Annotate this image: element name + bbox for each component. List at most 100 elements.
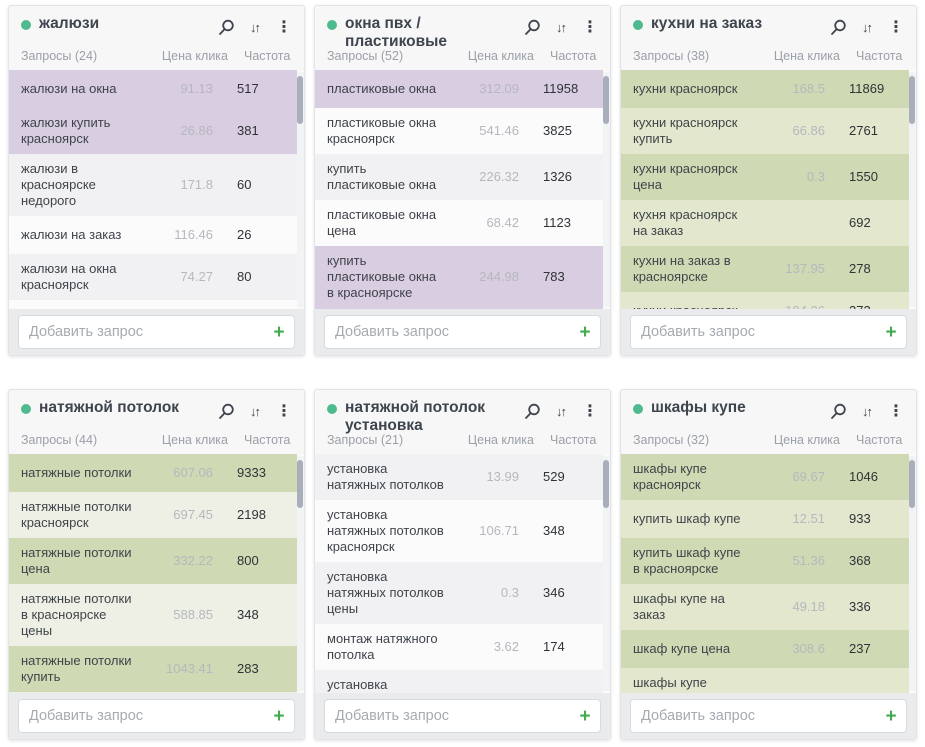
- scrollbar-track[interactable]: [909, 456, 916, 691]
- add-query-input[interactable]: [19, 324, 264, 340]
- scrollbar-thumb[interactable]: [909, 460, 915, 508]
- query-text: пластиковые окна красноярск: [327, 115, 437, 146]
- query-cpc-value: 168.5: [792, 81, 825, 96]
- query-row[interactable]: шкаф купе цена 308.6 237: [621, 630, 909, 668]
- scrollbar-track[interactable]: [603, 456, 610, 691]
- panel-toolbar: ↓↑ ⋮: [830, 399, 904, 421]
- query-cpc-value: 116.46: [174, 227, 213, 242]
- add-query-input[interactable]: [325, 324, 570, 340]
- panel-title-row: окна пвх / пластиковые ↓↑ ⋮: [315, 6, 610, 51]
- scrollbar-thumb[interactable]: [297, 460, 303, 508]
- query-row[interactable]: купить шкаф купе 12.51 933: [621, 500, 909, 538]
- query-row[interactable]: жалюзи на окна красноярск 74.27 80: [9, 254, 297, 300]
- query-row[interactable]: купить шкаф купе в красноярске 51.36 368: [621, 538, 909, 584]
- query-row[interactable]: кухни красноярск купить 66.86 2761: [621, 108, 909, 154]
- query-row[interactable]: купить пластиковые окна 226.32 1326: [315, 154, 603, 200]
- sort-icon[interactable]: ↓↑: [556, 19, 567, 35]
- kebab-menu-icon[interactable]: ⋮: [276, 19, 292, 36]
- scrollbar-track[interactable]: [297, 72, 304, 307]
- column-header-row: Запросы (52) Цена клика Частота: [315, 49, 610, 70]
- scrollbar-thumb[interactable]: [603, 460, 609, 508]
- query-row[interactable]: кухня красноярск на заказ 692: [621, 200, 909, 246]
- search-icon[interactable]: [524, 403, 541, 420]
- search-icon[interactable]: [218, 19, 235, 36]
- add-query-input[interactable]: [631, 708, 876, 724]
- add-query-button[interactable]: +: [876, 316, 906, 348]
- query-frequency-value: 348: [543, 523, 565, 538]
- group-title[interactable]: жалюзи: [39, 15, 100, 32]
- search-icon[interactable]: [830, 403, 847, 420]
- kebab-menu-icon[interactable]: ⋮: [582, 19, 598, 36]
- query-row[interactable]: шкафы купе красноярск недорогие 204: [621, 668, 909, 693]
- query-row[interactable]: купить пластиковые окна в красноярске 24…: [315, 246, 603, 308]
- query-row[interactable]: установка натяжных потолков красноярск 1…: [315, 500, 603, 562]
- query-row[interactable]: пластиковые окна 312.09 11958: [315, 70, 603, 108]
- add-query-button[interactable]: +: [264, 316, 294, 348]
- query-row[interactable]: кухни красноярск 104.26 272: [621, 292, 909, 309]
- query-text: жалюзи на заказ: [21, 227, 122, 242]
- scrollbar-thumb[interactable]: [603, 76, 609, 124]
- group-title[interactable]: кухни на заказ: [651, 15, 763, 32]
- query-row[interactable]: кухни красноярск цена 0.3 1550: [621, 154, 909, 200]
- query-row[interactable]: шкафы купе на заказ 49.18 336: [621, 584, 909, 630]
- add-query-input[interactable]: [631, 324, 876, 340]
- sort-icon[interactable]: ↓↑: [556, 403, 567, 419]
- query-row[interactable]: шкафы купе красноярск 69.67 1046: [621, 454, 909, 500]
- query-row[interactable]: натяжные потолки купить 1043.41 283: [9, 646, 297, 692]
- column-header-cpc: Цена клика: [773, 433, 840, 447]
- column-header-frequency: Частота: [856, 433, 903, 447]
- query-row[interactable]: натяжные потолки 607.06 9333: [9, 454, 297, 492]
- group-title[interactable]: натяжной потолок установка: [345, 399, 486, 434]
- query-row[interactable]: натяжные потолки в 532.36 233: [9, 692, 297, 693]
- search-icon[interactable]: [830, 19, 847, 36]
- sort-icon[interactable]: ↓↑: [862, 19, 873, 35]
- add-query-button[interactable]: +: [570, 316, 600, 348]
- query-row[interactable]: монтаж натяжного потолка 3.62 174: [315, 624, 603, 670]
- kebab-menu-icon[interactable]: ⋮: [582, 403, 598, 420]
- query-row[interactable]: натяжные потолки в красноярске цены 588.…: [9, 584, 297, 646]
- kebab-menu-icon[interactable]: ⋮: [888, 19, 904, 36]
- query-row[interactable]: установка натяжных потолков недорого 113: [315, 670, 603, 693]
- kebab-menu-icon[interactable]: ⋮: [888, 403, 904, 420]
- query-row[interactable]: жалюзи купить красноярск 26.86 381: [9, 108, 297, 154]
- query-row[interactable]: пластиковые окна цена 68.42 1123: [315, 200, 603, 246]
- query-row[interactable]: установка натяжных потолков цены 0.3 346: [315, 562, 603, 624]
- add-query-button[interactable]: +: [876, 700, 906, 732]
- query-list: кухни красноярск 168.5 11869 кухни красн…: [621, 70, 916, 309]
- search-icon[interactable]: [218, 403, 235, 420]
- query-row[interactable]: натяжные потолки красноярск 697.45 2198: [9, 492, 297, 538]
- group-title[interactable]: шкафы купе: [651, 399, 746, 416]
- query-row[interactable]: установка натяжных потолков 13.99 529: [315, 454, 603, 500]
- query-row[interactable]: пластиковые окна красноярск 541.46 3825: [315, 108, 603, 154]
- keyword-group-panel: натяжной потолок ↓↑ ⋮ Запросы (44) Цена …: [8, 389, 305, 740]
- query-text: установка натяжных потолков недорого: [327, 677, 388, 692]
- scrollbar-track[interactable]: [603, 72, 610, 307]
- scrollbar-thumb[interactable]: [909, 76, 915, 124]
- query-row[interactable]: кухни на заказ в красноярске 137.95 278: [621, 246, 909, 292]
- query-row[interactable]: жалюзи на окна 91.13 517: [9, 70, 297, 108]
- query-row[interactable]: жалюзи в красноярске недорого 171.8 60: [9, 154, 297, 216]
- query-row[interactable]: натяжные потолки цена 332.22 800: [9, 538, 297, 584]
- search-icon[interactable]: [524, 19, 541, 36]
- sort-icon[interactable]: ↓↑: [250, 403, 261, 419]
- query-list: пластиковые окна 312.09 11958 пластиковы…: [315, 70, 610, 309]
- sort-icon[interactable]: ↓↑: [862, 403, 873, 419]
- add-query-input[interactable]: [19, 708, 264, 724]
- group-title[interactable]: натяжной потолок: [39, 399, 180, 416]
- query-row[interactable]: жалюзи на заказ 116.46 26: [9, 216, 297, 254]
- add-query-button[interactable]: +: [570, 700, 600, 732]
- scrollbar-track[interactable]: [909, 72, 916, 307]
- add-query-button[interactable]: +: [264, 700, 294, 732]
- add-query-input[interactable]: [325, 708, 570, 724]
- sort-icon[interactable]: ↓↑: [250, 19, 261, 35]
- scrollbar-thumb[interactable]: [297, 76, 303, 124]
- query-cpc-value: 12.51: [792, 511, 825, 526]
- query-text: пластиковые окна: [327, 81, 437, 96]
- query-row[interactable]: жалюзи на окна 0.3 13: [9, 300, 297, 309]
- query-text: установка натяжных потолков цены: [327, 569, 444, 616]
- scrollbar-track[interactable]: [297, 456, 304, 691]
- group-title[interactable]: окна пвх / пластиковые: [345, 15, 447, 50]
- query-row[interactable]: пластиковые окна в 247.54 697: [315, 308, 603, 309]
- kebab-menu-icon[interactable]: ⋮: [276, 403, 292, 420]
- query-row[interactable]: кухни красноярск 168.5 11869: [621, 70, 909, 108]
